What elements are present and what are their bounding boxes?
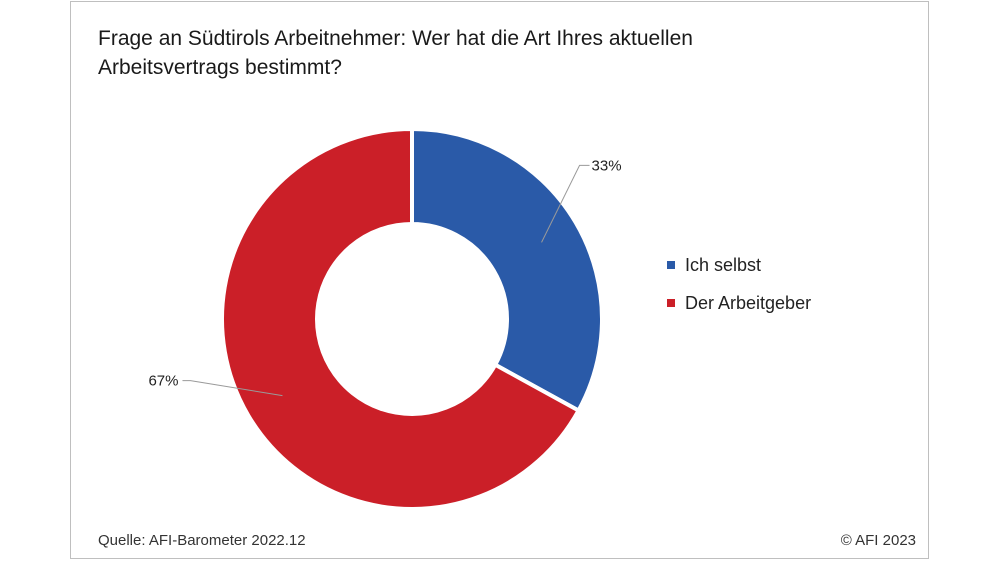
- legend-swatch-ich-selbst: [667, 261, 675, 269]
- legend-swatch-der-arbeitgeber: [667, 299, 675, 307]
- legend-item-der-arbeitgeber: Der Arbeitgeber: [667, 284, 811, 322]
- chart-legend: Ich selbst Der Arbeitgeber: [667, 246, 811, 322]
- chart-title: Frage an Südtirols Arbeitnehmer: Wer hat…: [98, 27, 693, 79]
- data-label-ich-selbst: 33%: [592, 157, 622, 174]
- slice-der-arbeitgeber: [220, 126, 582, 511]
- legend-item-ich-selbst: Ich selbst: [667, 246, 811, 284]
- leader-line-der-arbeitgeber: [182, 380, 283, 397]
- slice-ich-selbst: [410, 126, 604, 414]
- leader-line-ich-selbst: [541, 164, 590, 243]
- legend-label-der-arbeitgeber: Der Arbeitgeber: [685, 292, 812, 313]
- source-note: Quelle: AFI-Barometer 2022.12: [98, 532, 306, 549]
- legend-label-ich-selbst: Ich selbst: [685, 254, 762, 275]
- copyright-note: © AFI 2023: [840, 532, 916, 549]
- data-label-der-arbeitgeber: 67%: [148, 373, 178, 390]
